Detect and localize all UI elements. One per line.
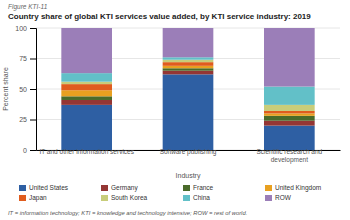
bar-segment bbox=[163, 28, 214, 57]
tick-label: Software publishing bbox=[160, 148, 217, 156]
tick: 50 bbox=[19, 86, 36, 93]
bar-segment bbox=[61, 84, 112, 90]
tick-mark bbox=[30, 89, 36, 90]
tick-label: 0 bbox=[23, 147, 27, 154]
legend-item: China bbox=[183, 194, 210, 201]
tick: 0 bbox=[23, 147, 36, 154]
bar-segment bbox=[61, 73, 112, 82]
tick: Software publishing bbox=[160, 148, 217, 156]
legend-swatch bbox=[265, 185, 272, 191]
legend-label: South Korea bbox=[111, 194, 148, 201]
tick: Scientific research anddevelopment bbox=[256, 148, 322, 164]
legend: United States Germany France United Kingdom… bbox=[19, 184, 321, 202]
bar-segment bbox=[163, 68, 214, 70]
plot: 0 25 50 75 100 IT and other information servi… bbox=[15, 25, 340, 164]
tick-label: Scientific research anddevelopment bbox=[256, 148, 322, 164]
title-line: Country share of global KTI services val… bbox=[8, 12, 311, 21]
title: Country share of global KTI services val… bbox=[8, 12, 311, 21]
legend-label: United Kingdom bbox=[275, 184, 321, 192]
footnote: IT = information technology; KTI = knowl… bbox=[8, 210, 247, 216]
axis-line bbox=[30, 29, 37, 151]
legend-swatch bbox=[183, 185, 190, 191]
grid bbox=[36, 28, 340, 150]
legend-item: Germany bbox=[101, 184, 138, 192]
legend-label: Germany bbox=[111, 184, 138, 192]
tick-mark bbox=[30, 28, 36, 29]
bar-segment bbox=[61, 82, 112, 84]
y-axis-title: Percent share bbox=[2, 67, 9, 111]
chart: Figure KTI-11Country share of global KTI… bbox=[0, 0, 350, 220]
tick: 100 bbox=[15, 25, 36, 32]
legend-item: Japan bbox=[19, 194, 47, 202]
bars bbox=[61, 28, 314, 150]
bar-segment bbox=[264, 105, 315, 111]
y-axis: 0 25 50 75 100 bbox=[15, 25, 36, 154]
series-group bbox=[61, 28, 314, 87]
legend-item: United States bbox=[19, 184, 69, 191]
legend-swatch bbox=[183, 195, 190, 201]
legend-swatch bbox=[265, 195, 272, 201]
tick: 75 bbox=[19, 55, 36, 62]
bar-segment bbox=[264, 28, 315, 87]
bar-segment bbox=[163, 57, 214, 59]
tick-label-line: IT and other information services bbox=[39, 148, 134, 155]
bar-segment bbox=[264, 116, 315, 121]
bar-segment bbox=[61, 100, 112, 105]
legend-swatch bbox=[19, 185, 26, 191]
bar-segment bbox=[61, 28, 112, 73]
legend-swatch bbox=[101, 195, 108, 201]
x-axis-title: Industry bbox=[176, 172, 201, 180]
tick-label: 25 bbox=[19, 116, 27, 123]
bar-segment bbox=[163, 74, 214, 150]
legend-label: France bbox=[193, 184, 214, 191]
tick-label: IT and other information services bbox=[39, 148, 134, 155]
tick-mark bbox=[30, 120, 36, 121]
legend-label: Japan bbox=[29, 194, 47, 202]
tick-label-line: Scientific research and bbox=[256, 148, 322, 155]
bar-segment bbox=[264, 87, 315, 105]
x-axis: IT and other information services Softwar… bbox=[37, 148, 341, 164]
legend-swatch bbox=[101, 185, 108, 191]
legend-label: ROW bbox=[275, 194, 292, 201]
tick-label: 100 bbox=[15, 25, 27, 32]
tick: 25 bbox=[19, 116, 36, 123]
bar-segment bbox=[163, 66, 214, 68]
tick-mark bbox=[30, 59, 36, 60]
bar-segment bbox=[61, 96, 112, 100]
legend-item: France bbox=[183, 184, 214, 191]
legend-item: United Kingdom bbox=[265, 184, 321, 192]
bar-segment bbox=[163, 71, 214, 75]
legend-swatch bbox=[19, 195, 26, 201]
bar-segment bbox=[61, 90, 112, 96]
tick: IT and other information services bbox=[39, 148, 134, 155]
bar-segment bbox=[163, 60, 214, 62]
bar-segment bbox=[61, 105, 112, 150]
bar-segment bbox=[264, 121, 315, 126]
legend-label: United States bbox=[29, 184, 69, 191]
figure-label: Figure KTI-11 bbox=[8, 3, 48, 11]
tick-label-line: development bbox=[271, 156, 308, 164]
tick-mark bbox=[30, 150, 36, 151]
legend-item: ROW bbox=[265, 194, 292, 201]
bar-segment bbox=[163, 62, 214, 66]
legend-label: China bbox=[193, 194, 210, 201]
bar-segment bbox=[264, 126, 315, 150]
bar-segment bbox=[264, 113, 315, 115]
bar-segment bbox=[264, 111, 315, 113]
tick-label: 75 bbox=[19, 55, 27, 62]
tick-label-line: Software publishing bbox=[160, 148, 217, 156]
legend-item: South Korea bbox=[101, 194, 148, 201]
tick-label: 50 bbox=[19, 86, 27, 93]
